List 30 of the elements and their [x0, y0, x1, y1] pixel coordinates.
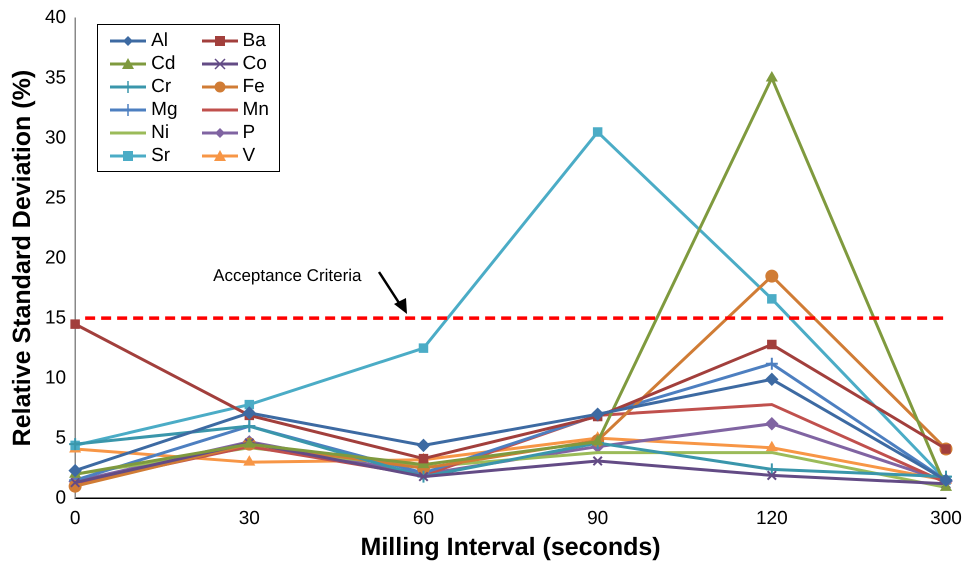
y-tick-label: 30: [44, 127, 66, 148]
legend-label: Cr: [151, 76, 172, 98]
ref-line-label: Acceptance Criteria: [213, 266, 362, 286]
x-tick-label: 0: [70, 508, 80, 529]
y-tick-label: 35: [44, 67, 66, 88]
legend-label: Al: [151, 30, 168, 52]
legend-label: V: [242, 144, 256, 166]
y-tick-label: 20: [44, 247, 66, 268]
x-tick-label: 30: [238, 508, 260, 529]
legend-label: Mg: [151, 98, 178, 120]
y-tick-label: 5: [56, 427, 66, 448]
x-tick-label: 60: [412, 508, 434, 529]
legend-label: Mn: [242, 98, 269, 120]
y-tick-label: 10: [44, 367, 66, 388]
y-axis-title: Relative Standard Deviation (%): [8, 70, 36, 446]
x-tick-label: 300: [930, 508, 962, 529]
x-tick-label: 90: [587, 508, 608, 529]
legend-label: Cd: [151, 52, 176, 74]
x-axis-title: Milling Interval (seconds): [360, 532, 661, 561]
y-tick-label: 40: [44, 7, 66, 28]
legend-label: Co: [242, 52, 267, 74]
legend-label: Sr: [151, 144, 170, 166]
x-tick-label: 120: [756, 508, 788, 529]
legend-label: Ba: [242, 30, 266, 52]
y-tick-label: 0: [56, 487, 66, 508]
legend-label: Fe: [242, 76, 265, 98]
y-tick-label: 25: [44, 187, 66, 208]
legend-label: Ni: [151, 122, 170, 144]
legend-label: P: [242, 122, 256, 144]
y-tick-label: 15: [44, 307, 66, 328]
